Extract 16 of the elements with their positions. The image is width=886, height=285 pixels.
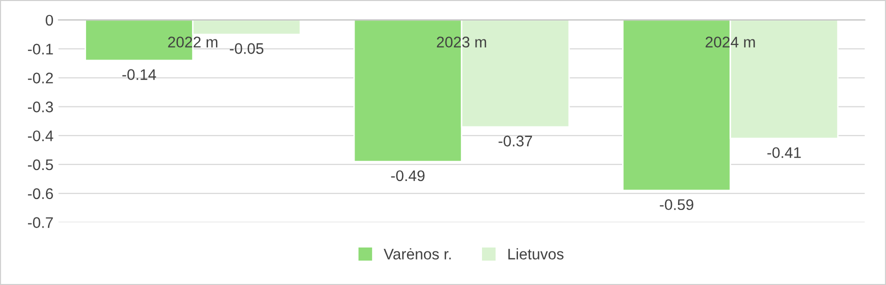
data-label: -0.49 — [391, 170, 425, 182]
legend-label: Varėnos r. — [384, 248, 451, 260]
data-label: -0.59 — [660, 199, 694, 210]
data-label: -0.37 — [498, 136, 532, 146]
data-label: -0.41 — [767, 147, 801, 158]
y-tick-label: -0.1 — [28, 44, 53, 55]
y-tick-label: -0.2 — [28, 72, 53, 84]
y-tick-label: -0.4 — [28, 130, 54, 142]
data-label: -0.05 — [230, 43, 264, 54]
y-tick-label: 0 — [46, 14, 54, 26]
y-tick-label: -0.3 — [28, 102, 53, 112]
y-tick-label: -0.7 — [28, 217, 53, 228]
legend-label: Lietuvos — [508, 248, 564, 260]
data-label: -0.14 — [122, 69, 156, 80]
y-tick-label: -0.5 — [28, 159, 53, 170]
y-tick-label: -0.6 — [28, 188, 53, 200]
